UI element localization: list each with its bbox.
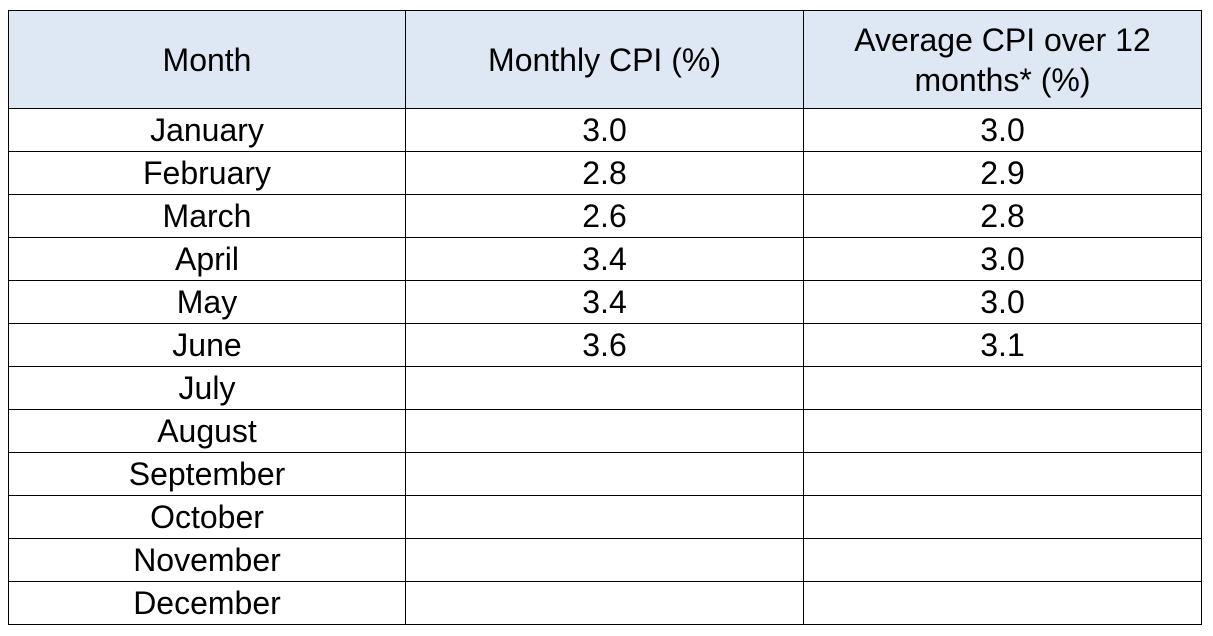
header-row: Month Monthly CPI (%) Average CPI over 1… [8,10,1202,109]
month-cell: June [8,323,406,367]
average-cpi-cell [803,495,1202,539]
table-row: August [8,409,1202,453]
table-row: January 3.0 3.0 [8,108,1202,152]
table-row: May 3.4 3.0 [8,280,1202,324]
column-header-monthly-cpi: Monthly CPI (%) [405,10,804,109]
month-cell: December [8,581,406,625]
table-row: December [8,581,1202,625]
monthly-cpi-cell [405,495,804,539]
monthly-cpi-cell: 2.6 [405,194,804,238]
table-row: April 3.4 3.0 [8,237,1202,281]
monthly-cpi-cell [405,452,804,496]
month-cell: November [8,538,406,582]
column-header-monthly-cpi-label: Monthly CPI (%) [488,41,721,78]
average-cpi-cell [803,366,1202,410]
average-cpi-cell: 2.8 [803,194,1202,238]
monthly-cpi-cell: 3.0 [405,108,804,152]
table-row: November [8,538,1202,582]
average-cpi-cell: 3.0 [803,280,1202,324]
average-cpi-cell [803,452,1202,496]
month-cell: February [8,151,406,195]
month-cell: April [8,237,406,281]
average-cpi-cell [803,581,1202,625]
average-cpi-cell: 3.1 [803,323,1202,367]
monthly-cpi-cell: 2.8 [405,151,804,195]
average-cpi-cell: 2.9 [803,151,1202,195]
monthly-cpi-cell: 3.4 [405,237,804,281]
column-header-month: Month [8,10,406,109]
average-cpi-cell [803,409,1202,453]
month-cell: September [8,452,406,496]
average-cpi-cell: 3.0 [803,237,1202,281]
column-header-average-cpi: Average CPI over 12 months* (%) [803,10,1202,109]
table-row: February 2.8 2.9 [8,151,1202,195]
average-cpi-cell [803,538,1202,582]
table-row: October [8,495,1202,539]
month-cell: July [8,366,406,410]
monthly-cpi-cell [405,366,804,410]
column-header-month-label: Month [162,41,252,78]
month-cell: March [8,194,406,238]
table-row: March 2.6 2.8 [8,194,1202,238]
monthly-cpi-cell [405,409,804,453]
table-row: June 3.6 3.1 [8,323,1202,367]
month-cell: January [8,108,406,152]
monthly-cpi-cell [405,538,804,582]
monthly-cpi-cell: 3.4 [405,280,804,324]
table-row: July [8,366,1202,410]
monthly-cpi-cell: 3.6 [405,323,804,367]
month-cell: August [8,409,406,453]
average-cpi-cell: 3.0 [803,108,1202,152]
cpi-table: Month Monthly CPI (%) Average CPI over 1… [8,10,1202,625]
table-row: September [8,452,1202,496]
column-header-average-cpi-label: Average CPI over 12 months* (%) [854,21,1151,98]
month-cell: October [8,495,406,539]
month-cell: May [8,280,406,324]
monthly-cpi-cell [405,581,804,625]
